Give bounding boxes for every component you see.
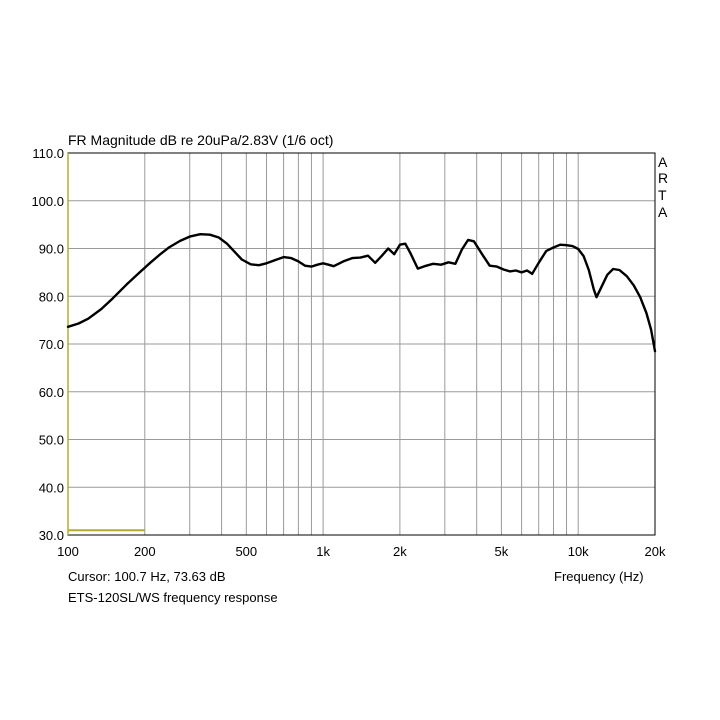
y-tick-label: 110.0: [32, 146, 64, 161]
x-tick-label: 10k: [568, 544, 589, 559]
arta-letter-r: R: [658, 170, 669, 186]
x-tick-label: 20k: [645, 544, 666, 559]
x-tick-labels: 100 200 500 1k 2k 5k 10k 20k: [57, 544, 666, 559]
x-tick-label: 200: [134, 544, 156, 559]
y-tick-label: 80.0: [39, 289, 64, 304]
arta-letter-a1: A: [658, 154, 668, 170]
x-tick-label: 5k: [495, 544, 509, 559]
x-tick-label: 500: [235, 544, 257, 559]
x-tick-label: 1k: [316, 544, 330, 559]
grid-lines: [68, 153, 655, 535]
y-tick-label: 30.0: [39, 528, 64, 543]
y-tick-label: 70.0: [39, 337, 64, 352]
y-tick-label: 40.0: [39, 480, 64, 495]
chart-description: ETS-120SL/WS frequency response: [68, 590, 278, 605]
y-tick-labels: 110.0 100.0 90.0 80.0 70.0 60.0 50.0 40.0 30.0: [31, 146, 64, 543]
x-tick-label: 2k: [393, 544, 407, 559]
y-tick-label: 100.0: [31, 194, 64, 209]
cursor-readout: Cursor: 100.7 Hz, 73.63 dB: [68, 569, 226, 584]
response-curve-series: [66, 233, 657, 353]
y-tick-label: 50.0: [39, 433, 64, 448]
chart-title: FR Magnitude dB re 20uPa/2.83V (1/6 oct): [68, 132, 334, 148]
x-tick-label: 100: [57, 544, 79, 559]
arta-letter-t: T: [658, 187, 667, 203]
arta-letter-a2: A: [658, 204, 668, 220]
y-tick-label: 90.0: [39, 242, 64, 257]
y-tick-label: 60.0: [39, 385, 64, 400]
x-axis-label: Frequency (Hz): [554, 569, 644, 584]
